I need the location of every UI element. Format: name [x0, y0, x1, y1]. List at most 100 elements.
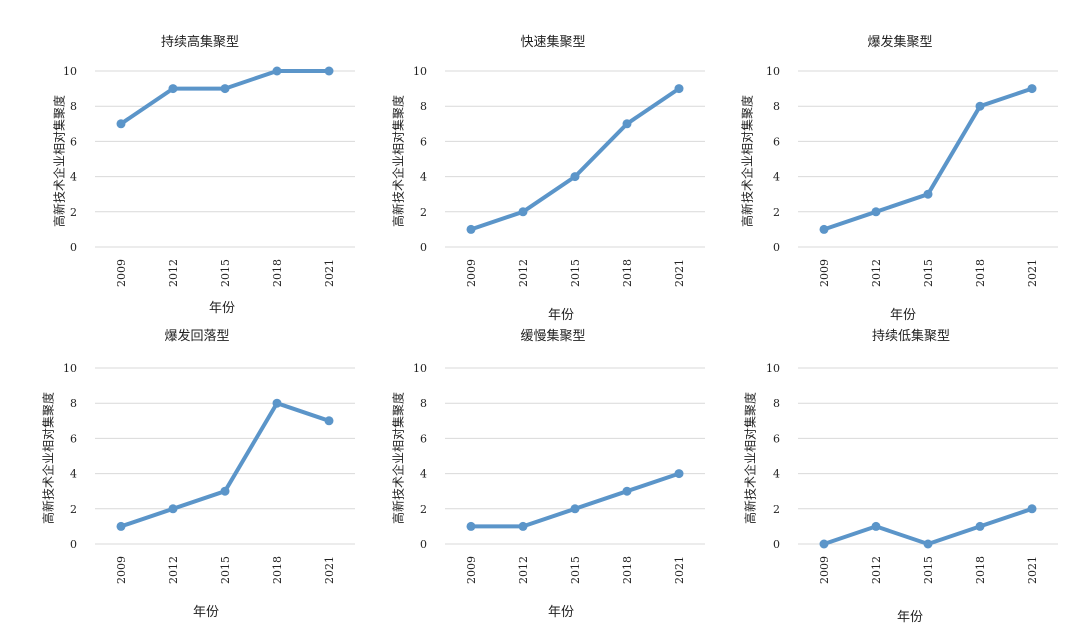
x-tick-label: 2015: [219, 259, 232, 287]
x-tick-label: 2015: [922, 259, 935, 287]
y-axis-label: 高新技术企业相对集聚度: [740, 94, 755, 228]
chart-plot: 0 2 4 6 8 10 2009 2012 2015 2018 2021: [63, 65, 355, 287]
y-tick-label: 6: [420, 432, 427, 445]
series-line: [469, 471, 681, 529]
x-tick-label: 2009: [115, 259, 128, 287]
x-tick-label: 2012: [167, 259, 180, 287]
series-line: [119, 69, 331, 126]
data-point: [923, 189, 933, 199]
x-tick-label: 2021: [1026, 556, 1039, 584]
y-tick-label: 8: [773, 397, 780, 410]
x-tick-label: 2021: [1026, 259, 1039, 287]
chart-title: 爆发回落型: [164, 329, 230, 344]
y-tick-label: 4: [773, 468, 780, 481]
x-tick-label: 2018: [271, 259, 284, 287]
y-axis-label: 高新技术企业相对集聚度: [391, 94, 406, 228]
data-point: [272, 398, 282, 408]
y-tick-label: 8: [70, 100, 77, 113]
chart-title: 缓慢集聚型: [520, 329, 586, 344]
chart-plot: 0 2 4 6 8 10 2009 2012 2015 2018 2021: [63, 362, 355, 584]
x-tick-label: 2012: [870, 259, 883, 287]
chart-title: 快速集聚型: [520, 35, 586, 50]
data-point: [466, 521, 476, 531]
y-tick-label: 2: [70, 206, 77, 219]
data-point: [923, 539, 933, 549]
chart-plot: 0 2 4 6 8 10 2009 2012 2015 2018 2021: [413, 362, 705, 584]
data-point: [819, 224, 829, 234]
data-point: [975, 101, 985, 111]
data-point: [220, 84, 230, 94]
x-tick-label: 2015: [569, 556, 582, 584]
y-tick-label: 8: [420, 100, 427, 113]
y-tick-label: 4: [420, 468, 427, 481]
data-point: [466, 224, 476, 234]
x-tick-label: 2018: [271, 556, 284, 584]
series-line: [469, 86, 681, 232]
x-axis-label: 年份: [547, 308, 575, 323]
y-tick-label: 0: [70, 538, 77, 551]
data-point: [116, 119, 126, 129]
y-tick-label: 2: [70, 503, 77, 516]
data-point: [518, 521, 528, 531]
data-point: [622, 486, 632, 496]
y-tick-label: 8: [773, 100, 780, 113]
chart-plot: 0 2 4 6 8 10 2009 2012 2015 2018 2021: [766, 362, 1058, 584]
y-axis-label: 高新技术企业相对集聚度: [743, 391, 758, 525]
data-point: [116, 521, 126, 531]
y-tick-label: 4: [420, 171, 427, 184]
x-axis-label: 年份: [208, 301, 236, 316]
x-tick-label: 2012: [517, 556, 530, 584]
x-tick-label: 2009: [465, 259, 478, 287]
x-tick-label: 2021: [323, 259, 336, 287]
x-axis-label: 年份: [889, 308, 917, 323]
y-tick-label: 2: [773, 503, 780, 516]
y-tick-label: 4: [70, 171, 77, 184]
y-tick-label: 0: [773, 241, 780, 254]
x-axis-label: 年份: [896, 610, 924, 625]
y-tick-label: 0: [420, 538, 427, 551]
y-tick-label: 6: [773, 135, 780, 148]
y-tick-label: 10: [413, 362, 427, 375]
data-point: [272, 66, 282, 76]
chart-title: 爆发集聚型: [867, 35, 933, 50]
x-tick-label: 2012: [870, 556, 883, 584]
data-point: [819, 539, 829, 549]
y-tick-label: 6: [70, 135, 77, 148]
y-tick-label: 10: [413, 65, 427, 78]
x-tick-label: 2021: [323, 556, 336, 584]
y-tick-label: 10: [63, 362, 77, 375]
data-point: [570, 172, 580, 182]
y-axis-label: 高新技术企业相对集聚度: [41, 391, 56, 525]
y-tick-label: 6: [773, 432, 780, 445]
y-tick-label: 2: [420, 206, 427, 219]
x-tick-label: 2012: [167, 556, 180, 584]
y-tick-label: 10: [766, 362, 780, 375]
y-tick-label: 8: [70, 397, 77, 410]
x-tick-label: 2009: [818, 259, 831, 287]
x-tick-label: 2012: [517, 259, 530, 287]
data-point: [168, 84, 178, 94]
x-axis-label: 年份: [192, 605, 220, 620]
chart-title: 持续高集聚型: [160, 35, 240, 50]
x-axis-label: 年份: [547, 605, 575, 620]
data-point: [871, 207, 881, 217]
data-point: [1027, 504, 1037, 514]
data-point: [1027, 84, 1037, 94]
y-tick-label: 4: [70, 468, 77, 481]
y-tick-label: 6: [70, 432, 77, 445]
y-tick-label: 8: [420, 397, 427, 410]
chart-title: 持续低集聚型: [871, 329, 951, 344]
data-point: [518, 207, 528, 217]
series-line: [822, 506, 1034, 546]
data-point: [871, 521, 881, 531]
x-tick-label: 2021: [673, 259, 686, 287]
data-point: [324, 66, 334, 76]
x-tick-label: 2018: [974, 259, 987, 287]
x-tick-label: 2018: [621, 556, 634, 584]
data-point: [570, 504, 580, 514]
chart-plot: 0 2 4 6 8 10 2009 2012 2015 2018 2021: [766, 65, 1058, 287]
data-point: [168, 504, 178, 514]
data-point: [220, 486, 230, 496]
x-tick-label: 2015: [569, 259, 582, 287]
series-line: [119, 401, 331, 529]
